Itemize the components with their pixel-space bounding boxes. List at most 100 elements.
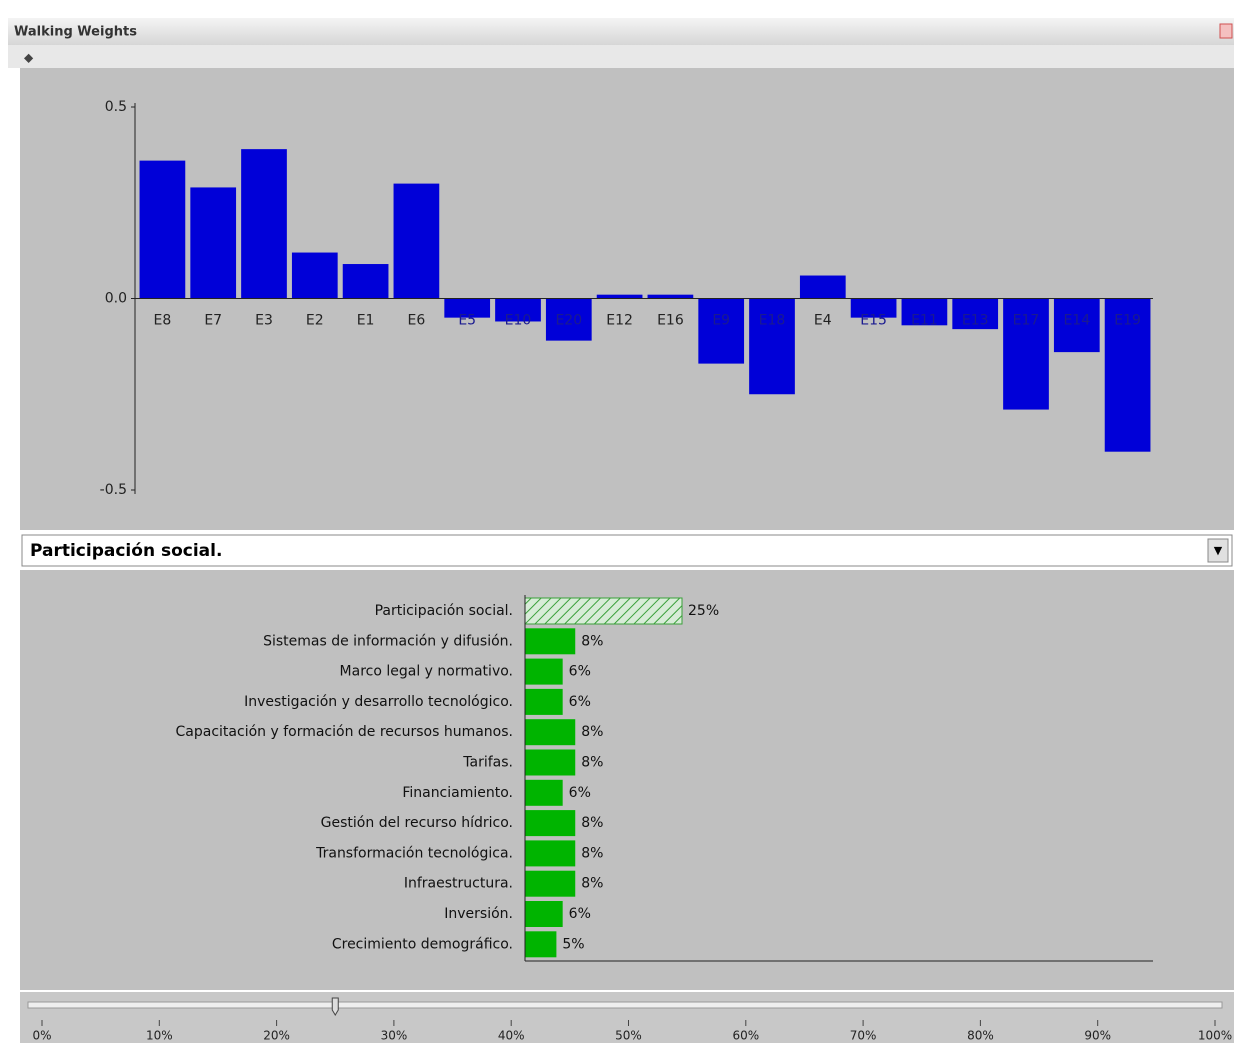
x-tick-label: E7 bbox=[204, 313, 222, 329]
x-tick-label: E16 bbox=[657, 313, 684, 329]
slider-tick-label: 90% bbox=[1084, 1029, 1111, 1043]
bar bbox=[444, 298, 491, 318]
slider-thumb[interactable] bbox=[331, 997, 339, 1016]
bar bbox=[495, 298, 541, 322]
category-label: Financiamiento. bbox=[402, 785, 513, 801]
x-tick-label: E9 bbox=[712, 313, 730, 329]
window-title: Walking Weights bbox=[14, 25, 137, 40]
category-label: Sistemas de información y difusión. bbox=[263, 633, 513, 649]
close-button[interactable] bbox=[1219, 23, 1233, 39]
bar bbox=[291, 252, 338, 299]
category-label: Gestión del recurso hídrico. bbox=[321, 815, 513, 831]
bar bbox=[190, 187, 237, 299]
bar bbox=[525, 658, 563, 685]
bar bbox=[525, 719, 576, 746]
bar bbox=[698, 298, 745, 364]
category-label: Marco legal y normativo. bbox=[340, 664, 513, 680]
slider-tick-label: 70% bbox=[850, 1029, 877, 1043]
value-label: 8% bbox=[581, 845, 603, 861]
y-tick-label: 0.0 bbox=[105, 291, 127, 307]
category-label: Transformación tecnológica. bbox=[315, 845, 513, 861]
x-tick-label: E10 bbox=[505, 313, 532, 329]
x-tick-label: E11 bbox=[911, 313, 938, 329]
dropdown-text: Participación social. bbox=[30, 541, 222, 561]
bar bbox=[525, 688, 563, 715]
bar bbox=[545, 298, 592, 341]
title-bar bbox=[8, 18, 1234, 45]
x-tick-label: E20 bbox=[555, 313, 582, 329]
value-label: 8% bbox=[581, 755, 603, 771]
slider-tick-label: 30% bbox=[381, 1029, 408, 1043]
bar bbox=[749, 298, 795, 395]
value-label: 5% bbox=[562, 936, 584, 952]
slider-tick-label: 0% bbox=[32, 1029, 51, 1043]
value-label: 6% bbox=[569, 906, 591, 922]
value-label: 6% bbox=[569, 785, 591, 801]
bar bbox=[139, 160, 186, 299]
bar bbox=[525, 628, 576, 655]
bar bbox=[525, 779, 563, 806]
slider-tick-label: 40% bbox=[498, 1029, 525, 1043]
category-label: Capacitación y formación de recursos hum… bbox=[176, 724, 513, 740]
bar bbox=[647, 294, 694, 299]
value-label: 6% bbox=[569, 694, 591, 710]
bar bbox=[525, 749, 576, 776]
x-tick-label: E14 bbox=[1063, 313, 1090, 329]
x-tick-label: E4 bbox=[814, 313, 832, 329]
bar bbox=[393, 183, 440, 299]
bar bbox=[901, 298, 948, 326]
category-label: Crecimiento demográfico. bbox=[332, 936, 513, 952]
x-tick-label: E15 bbox=[860, 313, 887, 329]
slider-panel bbox=[20, 992, 1234, 1043]
value-label: 8% bbox=[581, 633, 603, 649]
bar bbox=[799, 275, 846, 299]
bar bbox=[596, 294, 643, 299]
dropdown[interactable] bbox=[21, 534, 1233, 567]
x-tick-label: E13 bbox=[962, 313, 989, 329]
category-label: Infraestructura. bbox=[404, 876, 513, 892]
bar bbox=[850, 298, 897, 318]
x-tick-label: E18 bbox=[759, 313, 786, 329]
dropdown-button[interactable] bbox=[1207, 538, 1229, 563]
bar bbox=[241, 149, 287, 299]
slider-tick-label: 80% bbox=[967, 1029, 994, 1043]
bar bbox=[525, 931, 557, 958]
category-label: Inversión. bbox=[444, 906, 513, 922]
bar bbox=[1104, 298, 1151, 452]
x-tick-label: E6 bbox=[408, 313, 426, 329]
bar bbox=[952, 298, 999, 330]
value-label: 25% bbox=[688, 603, 719, 619]
bar bbox=[525, 870, 576, 897]
y-tick-label: -0.5 bbox=[100, 482, 127, 498]
x-tick-label: E3 bbox=[255, 313, 273, 329]
slider-tick-label: 50% bbox=[615, 1029, 642, 1043]
slider-tick-label: 10% bbox=[146, 1029, 173, 1043]
value-label: 8% bbox=[581, 876, 603, 892]
value-label: 8% bbox=[581, 815, 603, 831]
slider-tick-label: 20% bbox=[263, 1029, 290, 1043]
category-label: Investigación y desarrollo tecnológico. bbox=[244, 694, 513, 710]
x-tick-label: E5 bbox=[458, 313, 476, 329]
value-label: 6% bbox=[569, 664, 591, 680]
slider-tick-label: 100% bbox=[1198, 1029, 1232, 1043]
bar bbox=[525, 901, 563, 927]
bar bbox=[525, 840, 576, 867]
bar bbox=[1003, 298, 1049, 410]
category-label: Participación social. bbox=[375, 603, 513, 619]
bar bbox=[525, 810, 576, 837]
category-label: Tarifas. bbox=[462, 755, 513, 771]
toolbar-icon[interactable]: ◆ bbox=[24, 51, 34, 65]
value-label: 8% bbox=[581, 724, 603, 740]
slider-track bbox=[27, 1001, 1223, 1009]
y-tick-label: 0.5 bbox=[105, 99, 127, 115]
toolbar bbox=[8, 45, 1234, 68]
x-tick-label: E8 bbox=[154, 313, 172, 329]
slider-tick-label: 60% bbox=[732, 1029, 759, 1043]
x-tick-label: E2 bbox=[306, 313, 324, 329]
x-tick-label: E1 bbox=[357, 313, 375, 329]
x-tick-label: E19 bbox=[1114, 313, 1141, 329]
bottom-panel bbox=[20, 570, 1234, 990]
x-tick-label: E12 bbox=[606, 313, 633, 329]
